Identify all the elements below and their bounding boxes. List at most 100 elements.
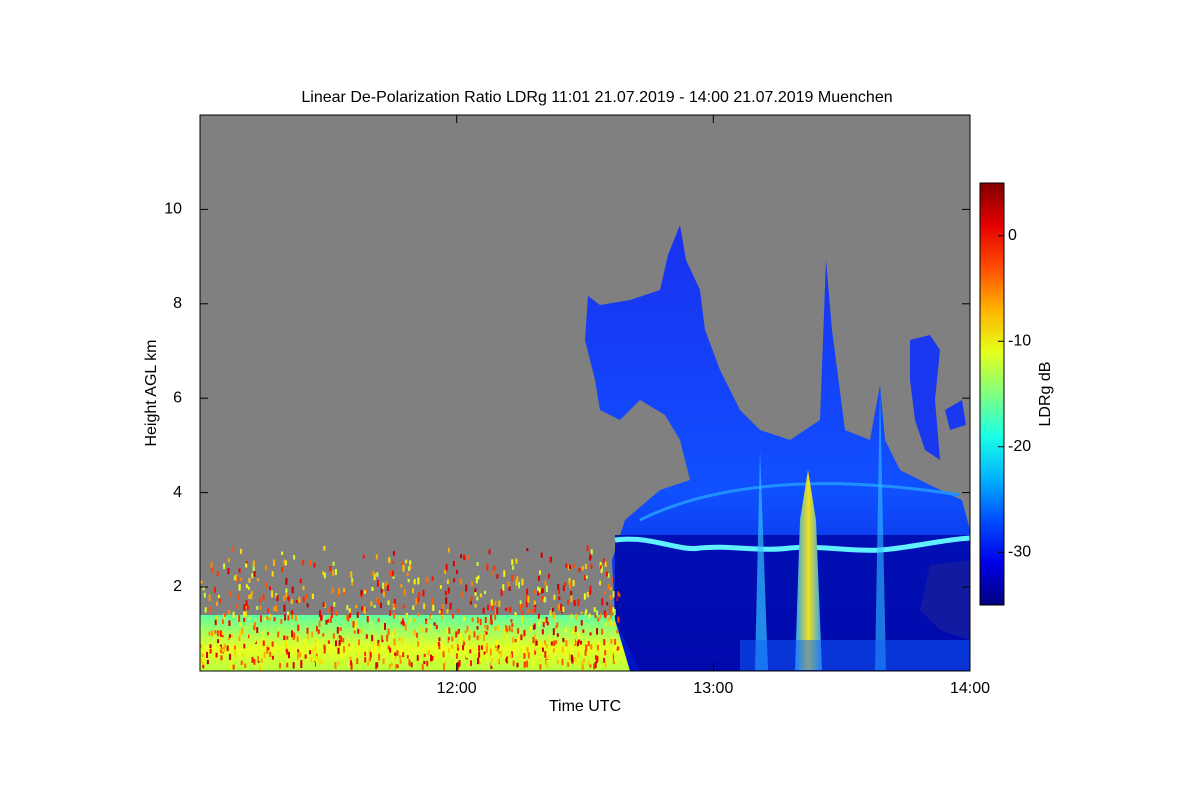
speckle-dot bbox=[599, 565, 602, 569]
speckle-dot bbox=[572, 579, 575, 587]
speckle-dot bbox=[302, 596, 305, 603]
speckle-dot bbox=[476, 626, 479, 630]
speckle-dot bbox=[254, 639, 257, 643]
speckle-dot bbox=[309, 650, 312, 655]
speckle-dot bbox=[581, 663, 584, 670]
speckle-dot bbox=[335, 610, 338, 616]
speckle-dot bbox=[273, 617, 276, 622]
speckle-dot bbox=[318, 658, 321, 664]
speckle-dot bbox=[460, 554, 463, 559]
speckle-dot bbox=[612, 621, 615, 628]
speckle-dot bbox=[247, 586, 250, 590]
speckle-dot bbox=[244, 663, 247, 668]
speckle-dot bbox=[460, 591, 463, 598]
speckle-dot bbox=[262, 636, 265, 643]
speckle-dot bbox=[334, 569, 337, 576]
speckle-dot bbox=[363, 606, 366, 614]
speckle-dot bbox=[279, 630, 282, 635]
speckle-dot bbox=[596, 627, 599, 635]
colorbar-tick-label: -30 bbox=[1008, 543, 1031, 560]
speckle-dot bbox=[479, 618, 482, 626]
speckle-dot bbox=[361, 606, 364, 611]
speckle-dot bbox=[248, 616, 251, 620]
speckle-dot bbox=[586, 545, 589, 552]
speckle-dot bbox=[439, 663, 442, 670]
precip-ground bbox=[740, 640, 970, 671]
speckle-dot bbox=[596, 655, 599, 662]
speckle-dot bbox=[440, 609, 443, 615]
speckle-dot bbox=[532, 660, 535, 667]
speckle-dot bbox=[542, 618, 545, 623]
speckle-dot bbox=[245, 605, 248, 609]
speckle-dot bbox=[376, 580, 379, 587]
speckle-dot bbox=[519, 629, 522, 636]
speckle-dot bbox=[258, 654, 261, 662]
speckle-dot bbox=[333, 602, 336, 607]
speckle-dot bbox=[320, 615, 323, 621]
speckle-dot bbox=[264, 616, 267, 621]
speckle-dot bbox=[485, 642, 488, 647]
speckle-dot bbox=[252, 560, 255, 567]
speckle-dot bbox=[589, 632, 592, 636]
speckle-dot bbox=[534, 634, 537, 638]
speckle-dot bbox=[543, 640, 546, 645]
speckle-dot bbox=[239, 622, 242, 627]
speckle-dot bbox=[283, 635, 286, 641]
speckle-dot bbox=[393, 655, 396, 662]
speckle-dot bbox=[267, 647, 270, 651]
speckle-dot bbox=[387, 600, 390, 606]
speckle-dot bbox=[451, 644, 454, 649]
speckle-dot bbox=[421, 664, 424, 670]
speckle-dot bbox=[234, 645, 237, 650]
speckle-dot bbox=[299, 652, 302, 658]
speckle-dot bbox=[577, 639, 580, 643]
speckle-dot bbox=[442, 650, 445, 658]
speckle-dot bbox=[352, 648, 355, 652]
speckle-dot bbox=[530, 609, 533, 613]
speckle-dot bbox=[473, 631, 476, 638]
speckle-dot bbox=[601, 628, 604, 635]
y-tick-label: 10 bbox=[164, 201, 182, 218]
speckle-dot bbox=[364, 651, 367, 657]
speckle-dot bbox=[269, 651, 272, 657]
speckle-dot bbox=[206, 659, 209, 665]
speckle-dot bbox=[244, 611, 247, 617]
speckle-dot bbox=[306, 627, 309, 634]
speckle-dot bbox=[610, 622, 613, 626]
speckle-dot bbox=[520, 634, 523, 641]
speckle-dot bbox=[584, 649, 587, 656]
speckle-dot bbox=[368, 657, 371, 662]
speckle-dot bbox=[330, 611, 333, 619]
speckle-dot bbox=[302, 585, 305, 591]
speckle-dot bbox=[376, 572, 379, 577]
speckle-dot bbox=[398, 637, 401, 641]
speckle-dot bbox=[568, 564, 571, 570]
speckle-dot bbox=[364, 657, 367, 663]
speckle-dot bbox=[237, 594, 240, 600]
speckle-dot bbox=[208, 631, 211, 636]
speckle-dot bbox=[259, 615, 262, 623]
speckle-dot bbox=[433, 622, 436, 626]
colorbar bbox=[979, 182, 1005, 606]
speckle-dot bbox=[337, 661, 340, 666]
speckle-dot bbox=[337, 647, 340, 655]
speckle-dot bbox=[534, 647, 537, 651]
speckle-dot bbox=[561, 658, 564, 666]
speckle-dot bbox=[349, 660, 352, 666]
speckle-dot bbox=[231, 547, 234, 552]
speckle-dot bbox=[475, 576, 478, 584]
speckle-dot bbox=[225, 633, 228, 641]
speckle-dot bbox=[483, 630, 486, 634]
speckle-dot bbox=[267, 608, 270, 613]
speckle-dot bbox=[408, 566, 411, 572]
speckle-dot bbox=[402, 651, 405, 658]
chart-title: Linear De-Polarization Ratio LDRg 11:01 … bbox=[301, 89, 892, 106]
speckle-dot bbox=[587, 640, 590, 647]
speckle-dot bbox=[484, 617, 487, 624]
speckle-dot bbox=[334, 661, 337, 669]
speckle-dot bbox=[578, 567, 581, 573]
speckle-dot bbox=[402, 621, 405, 627]
speckle-dot bbox=[353, 630, 356, 634]
speckle-dot bbox=[607, 617, 610, 622]
